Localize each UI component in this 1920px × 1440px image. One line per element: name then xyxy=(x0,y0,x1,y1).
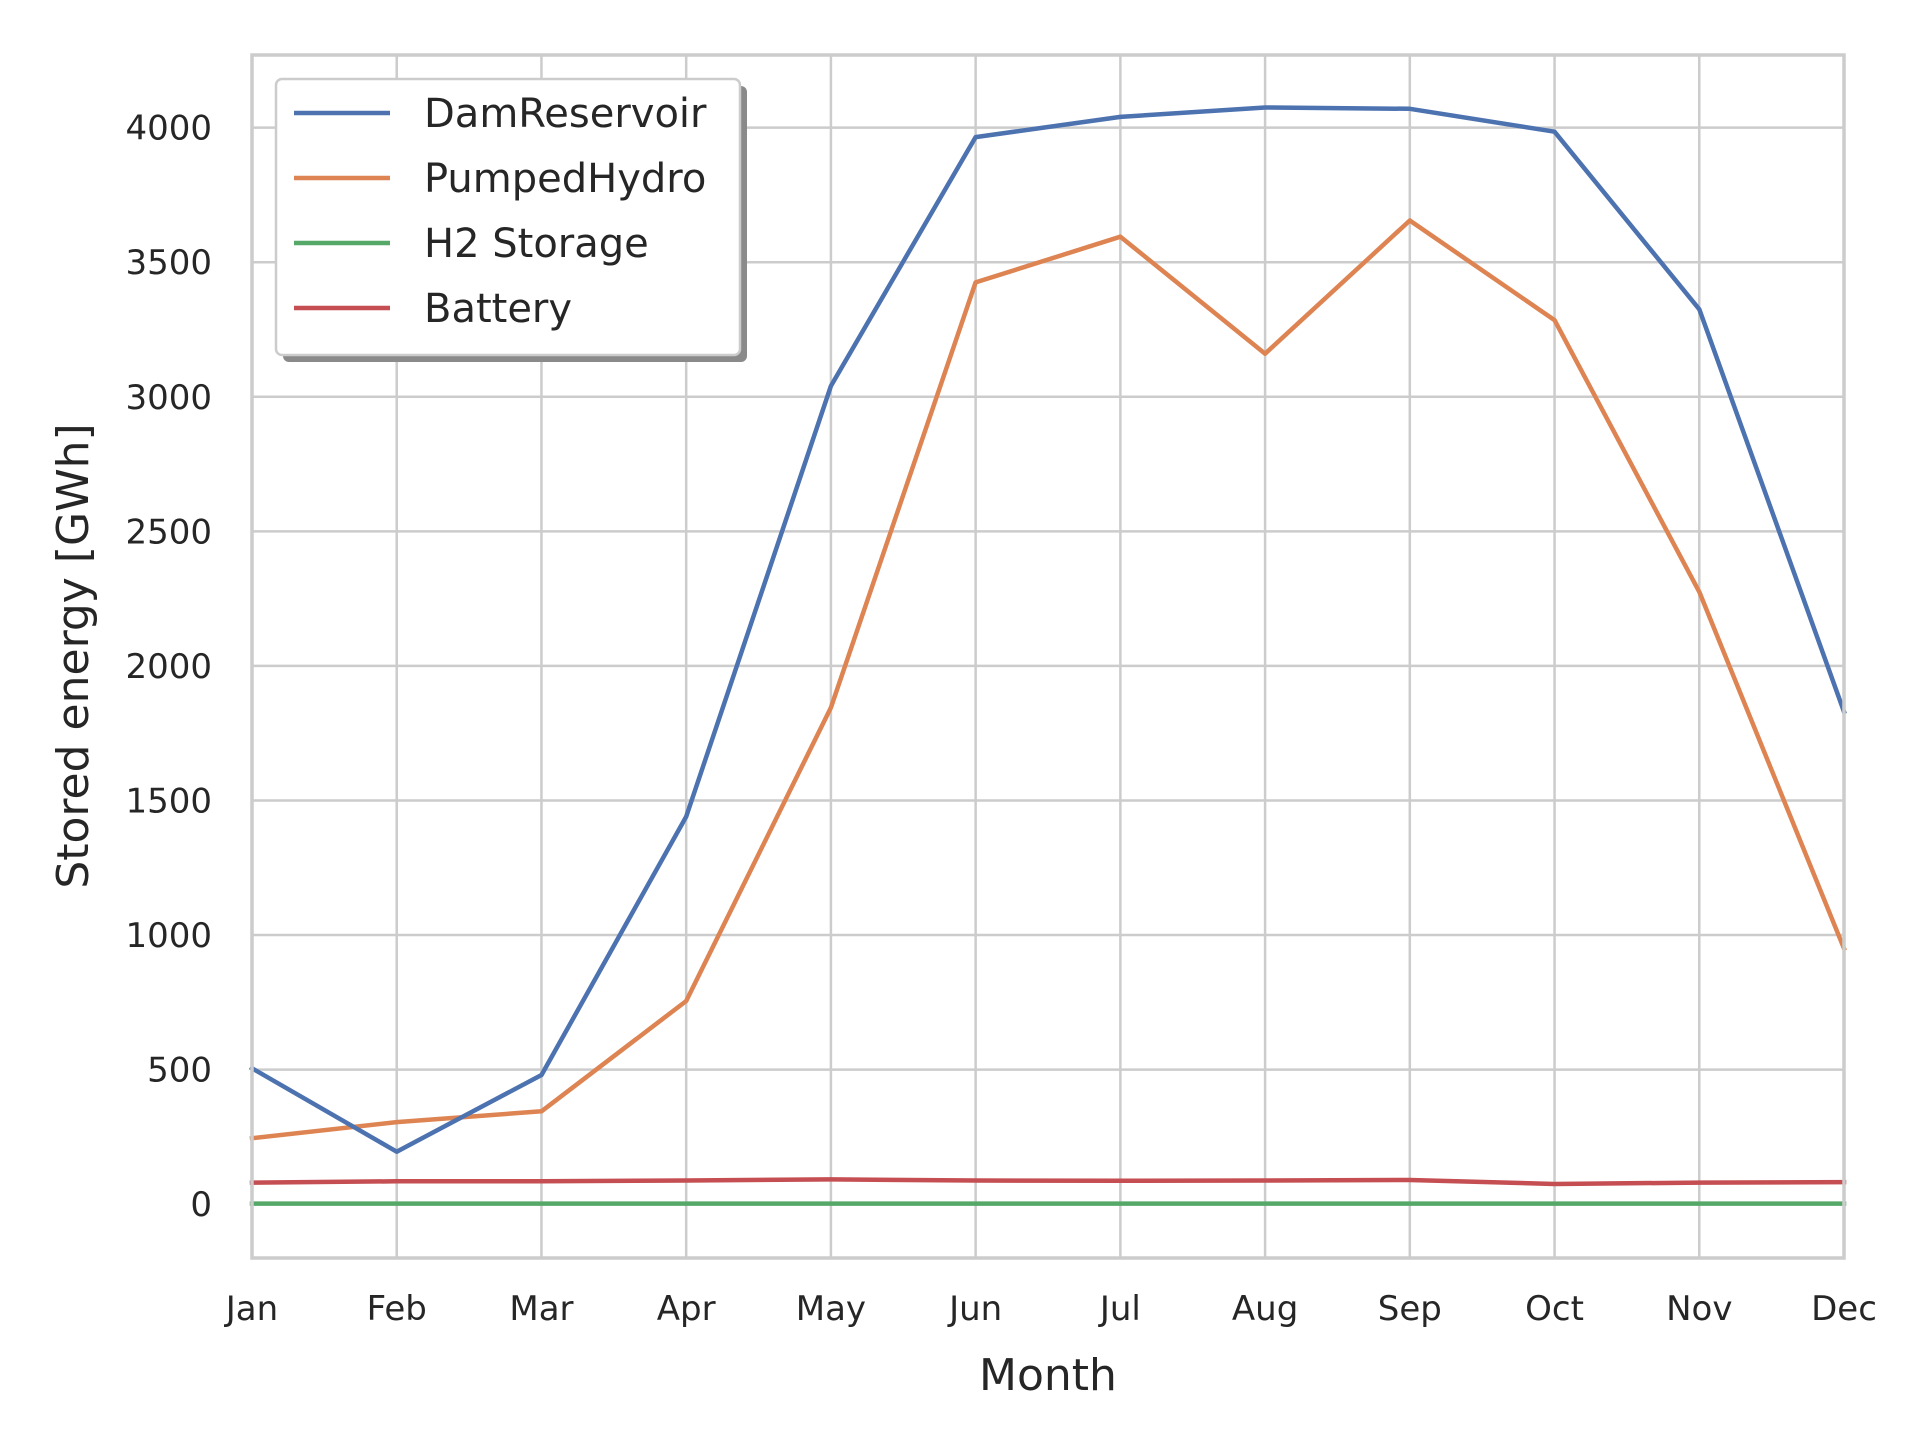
y-tick-label: 3000 xyxy=(125,378,212,418)
y-tick-label: 2000 xyxy=(125,647,212,687)
plot-frame xyxy=(250,53,1846,1260)
legend-label-battery: Battery xyxy=(424,286,572,332)
x-tick-label: Dec xyxy=(1811,1289,1877,1329)
x-tick-label: Mar xyxy=(509,1289,573,1329)
y-tick-label: 500 xyxy=(147,1051,212,1091)
x-tick-label: Aug xyxy=(1232,1289,1298,1329)
series-line-damreservoir xyxy=(248,105,1847,1154)
y-tick-label: 0 xyxy=(190,1185,212,1225)
legend-label-h2-storage: H2 Storage xyxy=(424,221,649,267)
y-tick-labels: 0 500 1000 1500 2000 2500 3000 3500 4000 xyxy=(125,109,212,1226)
x-tick-label: Nov xyxy=(1666,1289,1732,1329)
x-tick-label: Sep xyxy=(1378,1289,1442,1329)
x-tick-label: Feb xyxy=(367,1289,427,1329)
series-line-pumpedhydro xyxy=(249,218,1847,1141)
x-tick-labels: Jan Feb Mar Apr May Jun Jul Aug Sep Oct Nov Dec xyxy=(224,1289,1877,1329)
legend-label-pumpedhydro: PumpedHydro xyxy=(424,156,706,202)
y-tick-label: 1000 xyxy=(125,916,212,956)
series-lines xyxy=(248,105,1847,1206)
y-tick-label: 3500 xyxy=(125,243,212,283)
x-tick-label: May xyxy=(796,1289,866,1329)
x-tick-label: Oct xyxy=(1525,1289,1584,1329)
x-tick-label: Jul xyxy=(1098,1289,1141,1329)
legend-box xyxy=(274,77,742,357)
y-tick-label: 2500 xyxy=(125,512,212,552)
x-tick-label: Apr xyxy=(657,1289,716,1329)
x-tick-label: Jan xyxy=(224,1289,278,1329)
x-axis-label: Month xyxy=(979,1350,1117,1401)
y-tick-label: 1500 xyxy=(125,781,212,821)
legend-label-damreservoir: DamReservoir xyxy=(424,91,707,137)
y-axis-label: Stored energy [GWh] xyxy=(48,423,99,888)
legend: DamReservoir PumpedHydro H2 Storage Battery xyxy=(274,77,747,362)
x-tick-label: Jun xyxy=(947,1289,1002,1329)
legend-entries: DamReservoir PumpedHydro H2 Storage Battery xyxy=(294,91,707,332)
series-line-battery xyxy=(249,1177,1847,1187)
y-tick-label: 4000 xyxy=(125,109,212,149)
